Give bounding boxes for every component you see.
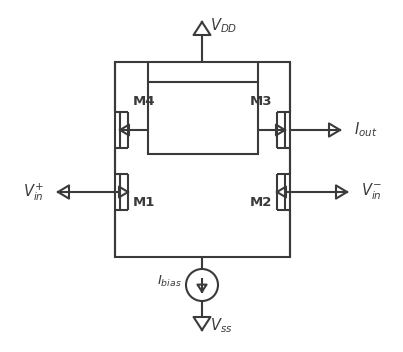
- Text: M2: M2: [249, 196, 272, 209]
- Text: $I_{bias}$: $I_{bias}$: [157, 274, 182, 289]
- Text: $I_{out}$: $I_{out}$: [354, 121, 377, 139]
- Text: $V_{DD}$: $V_{DD}$: [210, 17, 237, 35]
- Bar: [115, 62, 290, 257]
- Text: M3: M3: [249, 95, 272, 108]
- Bar: [148, 82, 258, 154]
- Text: M1: M1: [133, 196, 156, 209]
- Text: M4: M4: [133, 95, 156, 108]
- Text: $V_{in}^{+}$: $V_{in}^{+}$: [23, 181, 44, 203]
- Text: $V_{ss}$: $V_{ss}$: [210, 317, 233, 335]
- Text: $V_{in}^{-}$: $V_{in}^{-}$: [361, 182, 382, 202]
